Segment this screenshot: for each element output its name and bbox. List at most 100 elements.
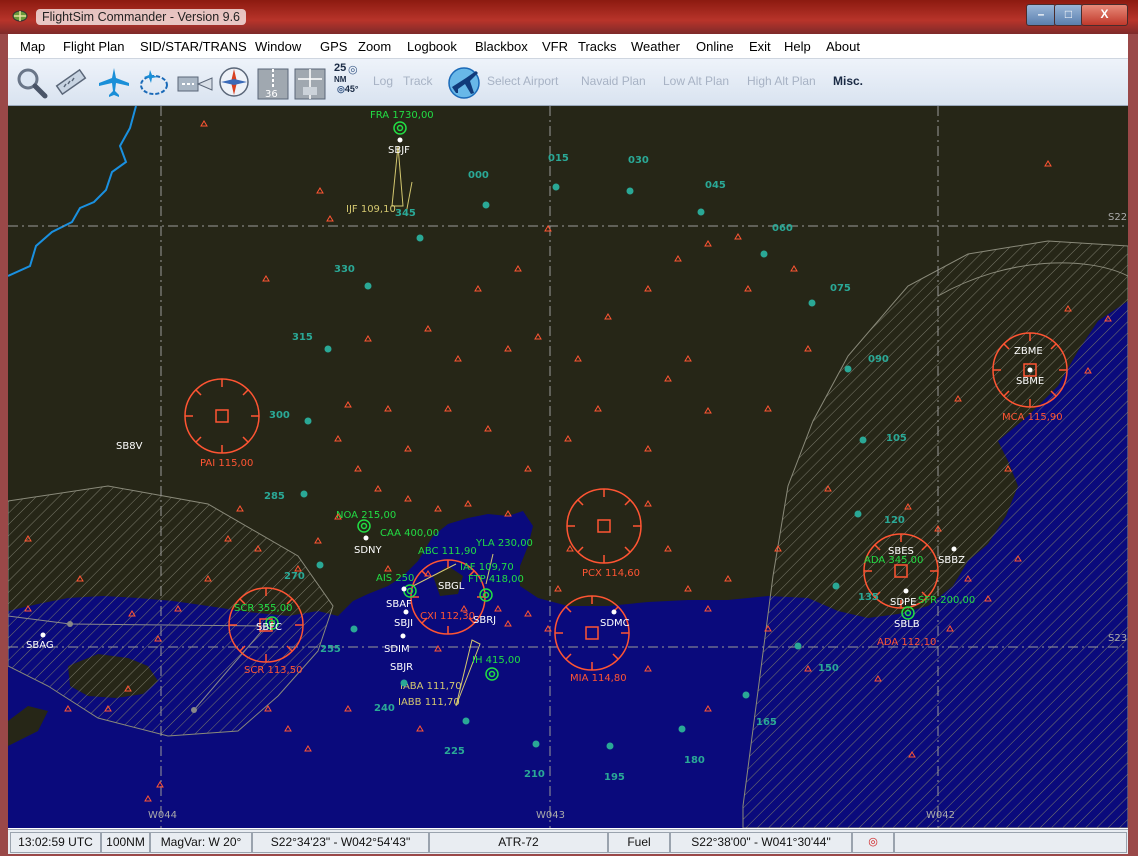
fix-015: 015 <box>548 153 569 164</box>
range-unit: NM <box>334 75 347 84</box>
airport-sbag[interactable]: SBAG <box>26 640 54 651</box>
menu-blackbox[interactable]: Blackbox <box>475 39 528 54</box>
toolbar: 36 25 NM ◎ ◎45° Log Track Select Airport… <box>8 59 1128 106</box>
select-airport-button[interactable]: Select Airport <box>487 74 559 88</box>
fix-315: 315 <box>292 332 313 343</box>
window-frame-left <box>0 34 8 856</box>
fix-165: 165 <box>756 717 777 728</box>
fix-240: 240 <box>374 703 395 714</box>
high-alt-plan-button[interactable]: High Alt Plan <box>747 74 816 88</box>
airport-plane-icon[interactable] <box>444 63 484 101</box>
title-bar[interactable]: FlightSim Commander - Version 9.6 – □ X <box>0 0 1138 34</box>
airport-sb8v[interactable]: SB8V <box>116 441 143 452</box>
airport-sdmc[interactable]: SDMC <box>600 618 630 629</box>
range-25nm-label[interactable]: 25 NM <box>334 63 346 85</box>
ndb-label-scr: SCR 355,00 <box>234 603 292 614</box>
ndb-label-noa: NOA 215,00 <box>336 510 396 521</box>
airport-sbme[interactable]: SBME <box>1016 376 1044 387</box>
status-record-icon[interactable]: ◎ <box>852 832 894 853</box>
window-frame-bottom <box>0 852 1138 856</box>
maximize-button[interactable]: □ <box>1054 4 1083 26</box>
fix-030: 030 <box>628 155 649 166</box>
vor-label-rio: CXI 112,30 <box>420 611 475 622</box>
vor-scr[interactable] <box>228 587 304 663</box>
status-fuel: Fuel <box>608 832 670 853</box>
menu-logbook[interactable]: Logbook <box>407 39 457 54</box>
status-aircraft: ATR-72 <box>429 832 608 853</box>
window-title: FlightSim Commander - Version 9.6 <box>36 9 246 25</box>
airport-sdny[interactable]: SDNY <box>354 545 383 556</box>
ndb-label-ftp: FTP 418,00 <box>468 574 524 585</box>
fix-150: 150 <box>818 663 839 674</box>
low-alt-plan-button[interactable]: Low Alt Plan <box>663 74 730 88</box>
restricted-zone-east <box>742 240 1128 828</box>
menu-help[interactable]: Help <box>784 39 811 54</box>
menu-vfr[interactable]: VFR <box>542 39 568 54</box>
minimize-button[interactable]: – <box>1026 4 1056 26</box>
vor-pcx[interactable] <box>566 488 642 564</box>
close-button[interactable]: X <box>1081 4 1128 26</box>
restricted-zone-west <box>8 485 334 737</box>
app-icon <box>12 10 28 22</box>
ils-icon[interactable] <box>293 65 329 101</box>
vor-mca[interactable] <box>992 332 1068 408</box>
airport-sbjr[interactable]: SBJR <box>390 662 413 673</box>
menu-map[interactable]: Map <box>20 39 46 54</box>
menu-weather[interactable]: Weather <box>631 39 680 54</box>
menu-zoom[interactable]: Zoom <box>358 39 392 54</box>
vor-pai[interactable] <box>184 378 260 454</box>
fix-105: 105 <box>886 433 907 444</box>
track-button[interactable]: Track <box>403 74 433 88</box>
menu-bar: Map Flight Plan SID/STAR/TRANS Window GP… <box>8 34 1128 59</box>
log-button[interactable]: Log <box>373 74 394 88</box>
menu-exit[interactable]: Exit <box>749 39 771 54</box>
runway-icon[interactable] <box>176 65 214 99</box>
menu-sid-star-trans[interactable]: SID/STAR/TRANS <box>140 39 247 54</box>
airport-sblb[interactable]: SBLB <box>894 619 920 630</box>
vor-label-mia: MIA 114,80 <box>570 673 627 684</box>
status-aircraft-position: S22°38'00" - W041°30'44" <box>670 832 852 853</box>
menu-about[interactable]: About <box>826 39 860 54</box>
airport-sbbz[interactable]: SBBZ <box>938 555 965 566</box>
fix-060: 060 <box>772 223 793 234</box>
ndb-label-iaf: IAF 109,70 <box>460 562 514 573</box>
grid-label-s22: S22 <box>1108 212 1127 223</box>
menu-tracks[interactable]: Tracks <box>578 39 617 54</box>
route-loop-icon[interactable] <box>136 65 172 99</box>
vor-label-pai: PAI 115,00 <box>200 458 253 469</box>
fix-090: 090 <box>868 354 889 365</box>
misc-button[interactable]: Misc. <box>833 74 864 88</box>
ils-label-iaba: IABA 111,70 <box>400 681 462 692</box>
menu-gps[interactable]: GPS <box>320 39 348 54</box>
navaid-plan-button[interactable]: Navaid Plan <box>581 74 646 88</box>
menu-window[interactable]: Window <box>255 39 302 54</box>
airport-sbes[interactable]: SBES <box>888 546 914 557</box>
status-time: 13:02:59 UTC <box>10 832 101 853</box>
airport-sbgl[interactable]: SBGL <box>438 581 465 592</box>
airplane-icon[interactable] <box>96 65 132 99</box>
map-canvas[interactable]: W044 W043 W042 S22 S23 <box>8 106 1128 828</box>
fix-dots <box>300 183 867 750</box>
status-magvar: MagVar: W 20° <box>150 832 252 853</box>
vor-mia[interactable] <box>554 595 630 671</box>
angle-value: 45° <box>344 84 359 94</box>
window-frame-right <box>1128 34 1138 856</box>
vor-ada[interactable] <box>863 533 939 609</box>
ruler-icon[interactable] <box>54 65 88 99</box>
ndb-label-yla: YLA 230,00 <box>475 538 533 549</box>
menu-flight-plan[interactable]: Flight Plan <box>63 39 125 54</box>
airport-sbfc[interactable]: SBFC <box>256 622 282 633</box>
airport-sdpe[interactable]: SDPE <box>890 597 916 608</box>
airport-sbrj[interactable]: SBRJ <box>473 615 496 626</box>
map-view[interactable]: W044 W043 W042 S22 S23 <box>8 106 1128 828</box>
runway-36-icon[interactable]: 36 <box>256 65 290 101</box>
menu-online[interactable]: Online <box>696 39 734 54</box>
airport-zbme[interactable]: ZBME <box>1014 346 1043 357</box>
airport-sbji[interactable]: SBJI <box>394 618 413 629</box>
airport-sdim[interactable]: SDIM <box>384 644 410 655</box>
compass-rose-icon[interactable] <box>216 65 252 99</box>
angle-45-label[interactable]: ◎45° <box>337 84 358 95</box>
search-map-icon[interactable] <box>14 65 48 99</box>
airport-sbaf[interactable]: SBAF <box>386 599 412 610</box>
airport-sbjf[interactable]: SBJF <box>388 145 410 156</box>
